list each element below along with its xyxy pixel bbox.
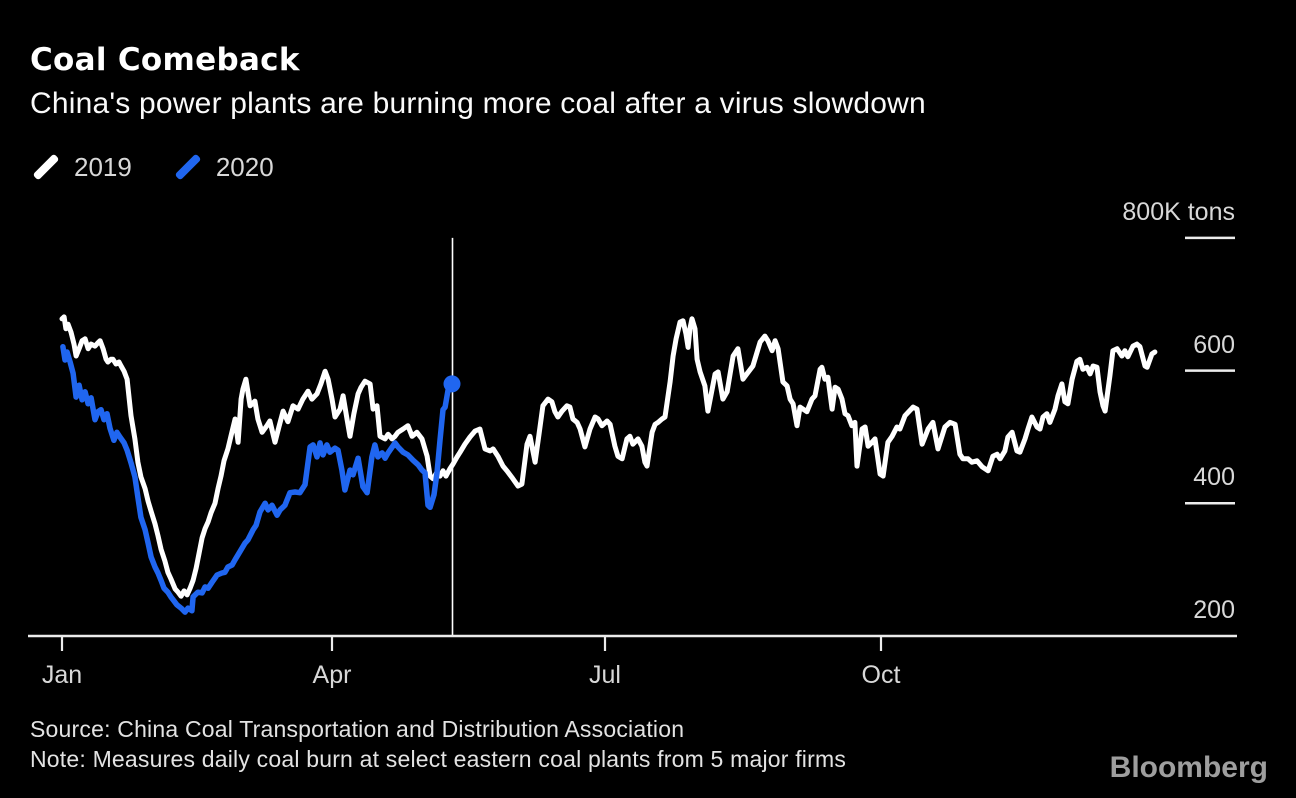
series-end-dot-2020 (443, 375, 461, 393)
y-axis-label-600: 600 (1193, 330, 1235, 359)
chart-subtitle: China's power plants are burning more co… (30, 87, 926, 120)
y-axis-label-400: 400 (1193, 463, 1235, 492)
legend-item-2020: 2020 (172, 151, 274, 183)
legend: 2019 2020 (30, 150, 314, 184)
x-axis-label-Jul: Jul (589, 661, 621, 689)
note-line: Note: Measures daily coal burn at select… (30, 746, 847, 772)
y-axis-label-800: 800K tons (1122, 197, 1235, 226)
series-line-2019 (59, 314, 1158, 599)
bloomberg-logo: Bloomberg (1109, 751, 1268, 784)
legend-item-2019: 2019 (30, 151, 132, 183)
x-axis-label-Jan: Jan (41, 661, 83, 689)
legend-label-2019: 2019 (74, 151, 132, 182)
x-axis-label-Oct: Oct (861, 661, 901, 689)
legend-label-2020: 2020 (215, 151, 274, 182)
x-axis-label-Apr: Apr (312, 661, 352, 689)
source-line: Source: China Coal Transportation and Di… (30, 716, 685, 742)
series-line-2020 (60, 343, 455, 615)
page-title: Coal Comeback (30, 42, 300, 78)
y-axis-label-200: 200 (1193, 596, 1235, 624)
